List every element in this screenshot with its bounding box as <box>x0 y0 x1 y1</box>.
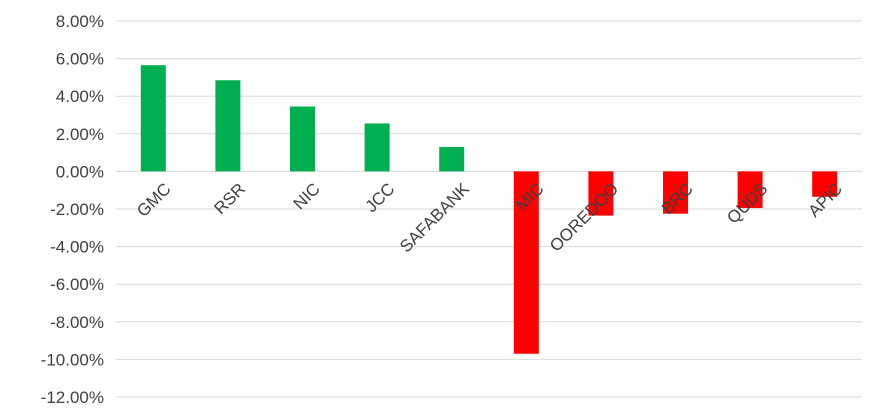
category-label: SAFABANK <box>396 179 473 256</box>
bar-safabank <box>439 146 465 172</box>
bar-gmc <box>140 65 166 172</box>
y-tick-label: 4.00% <box>56 87 104 106</box>
y-tick-label: 6.00% <box>56 50 104 69</box>
category-label: APIC <box>805 179 846 220</box>
category-label: GMC <box>133 179 174 220</box>
y-tick-label: 8.00% <box>56 12 104 31</box>
bar-quds <box>737 171 763 209</box>
y-tick-label: -10.00% <box>41 350 104 369</box>
bar-nic <box>290 106 315 172</box>
y-tick-label: -12.00% <box>41 388 104 407</box>
y-tick-label: -6.00% <box>50 275 104 294</box>
y-tick-label: 0.00% <box>56 162 104 181</box>
bar-apic <box>812 171 838 197</box>
category-label: NIC <box>290 179 324 213</box>
category-label: RSR <box>210 179 249 218</box>
bar-jcc <box>364 123 390 172</box>
y-tick-label: -8.00% <box>50 313 104 332</box>
y-tick-label: -4.00% <box>50 238 104 257</box>
bars <box>140 65 838 354</box>
bar-brc <box>663 171 688 214</box>
y-tick-label: -2.00% <box>50 200 104 219</box>
bar-ooredoo <box>588 171 614 216</box>
bar-rsr <box>215 80 241 172</box>
bar-mic <box>513 171 539 354</box>
y-tick-label: 2.00% <box>56 125 104 144</box>
category-label: JCC <box>362 179 399 216</box>
category-label: OOREDOO <box>546 179 622 255</box>
y-axis-tick-labels: 8.00% 6.00% 4.00% 2.00% 0.00% -2.00% -4.00% -6.… <box>41 12 104 407</box>
